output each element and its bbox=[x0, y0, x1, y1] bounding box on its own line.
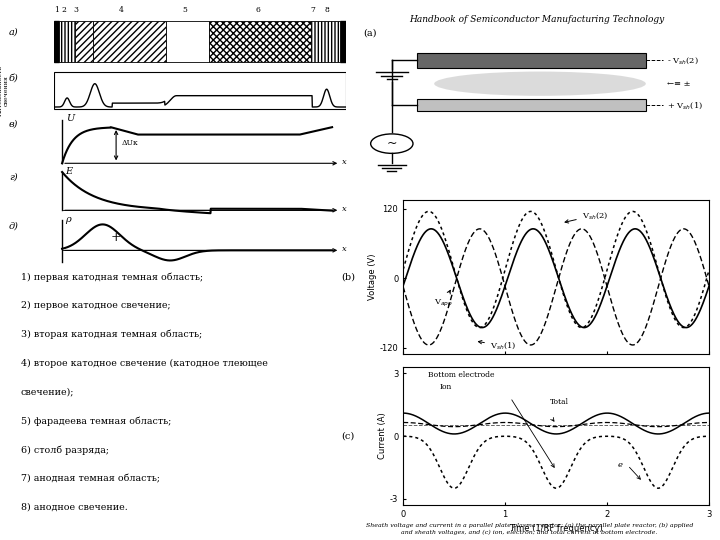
Ellipse shape bbox=[371, 134, 413, 153]
Text: 7) анодная темная область;: 7) анодная темная область; bbox=[21, 474, 160, 483]
Text: U: U bbox=[66, 114, 74, 124]
Text: - V$_{sh}$(2): - V$_{sh}$(2) bbox=[667, 55, 699, 66]
Text: ρ: ρ bbox=[65, 215, 71, 225]
Text: б): б) bbox=[8, 74, 18, 83]
X-axis label: Time (1/RF frequency): Time (1/RF frequency) bbox=[509, 524, 603, 534]
Bar bbox=[166, 22, 210, 62]
Bar bbox=[76, 22, 93, 62]
Text: 6) столб разряда;: 6) столб разряда; bbox=[21, 445, 109, 455]
Text: ~: ~ bbox=[387, 137, 397, 150]
Bar bbox=[312, 22, 341, 62]
Text: + V$_{sh}$(1): + V$_{sh}$(1) bbox=[667, 100, 703, 111]
Bar bbox=[93, 22, 166, 62]
Bar bbox=[59, 22, 76, 62]
Text: V$_{sh}$(1): V$_{sh}$(1) bbox=[478, 340, 516, 352]
Text: 5) фарадеева темная область;: 5) фарадеева темная область; bbox=[21, 416, 171, 426]
Text: 1: 1 bbox=[54, 5, 59, 14]
Text: V$_{sh}$(2): V$_{sh}$(2) bbox=[565, 210, 608, 223]
Text: 4) второе катодное свечение (катодное тлеющее: 4) второе катодное свечение (катодное тл… bbox=[21, 359, 268, 368]
Text: Интенсивность
свечения: Интенсивность свечения bbox=[0, 65, 9, 116]
Text: 3) вторая катодная темная область;: 3) вторая катодная темная область; bbox=[21, 330, 202, 340]
Ellipse shape bbox=[434, 71, 646, 96]
Text: 2) первое катодное свечение;: 2) первое катодное свечение; bbox=[21, 301, 171, 310]
Text: 6: 6 bbox=[256, 5, 261, 14]
Text: x: x bbox=[341, 205, 346, 213]
Text: 8: 8 bbox=[324, 5, 329, 14]
Text: 1) первая катодная темная область;: 1) первая катодная темная область; bbox=[21, 272, 203, 282]
Text: Sheath voltage and current in a parallel plate plasma reactor: (a) the parallel : Sheath voltage and current in a parallel… bbox=[366, 523, 693, 535]
Text: x: x bbox=[341, 158, 346, 166]
Text: Ion: Ion bbox=[440, 383, 452, 392]
Text: (a): (a) bbox=[364, 28, 377, 37]
Text: V$_{app}$: V$_{app}$ bbox=[434, 291, 453, 309]
Bar bbox=[341, 22, 346, 62]
Text: в): в) bbox=[9, 119, 18, 129]
Bar bbox=[54, 22, 59, 62]
Y-axis label: Current (A): Current (A) bbox=[378, 413, 387, 460]
Text: e: e bbox=[618, 461, 622, 469]
Text: г): г) bbox=[9, 172, 18, 181]
Y-axis label: Voltage (V): Voltage (V) bbox=[368, 253, 377, 300]
Bar bbox=[416, 99, 646, 111]
Text: 7: 7 bbox=[310, 5, 315, 14]
Text: свечение);: свечение); bbox=[21, 388, 74, 396]
Text: ←≡ ±: ←≡ ± bbox=[667, 80, 690, 87]
Text: 8) анодное свечение.: 8) анодное свечение. bbox=[21, 503, 127, 512]
Text: 3: 3 bbox=[73, 5, 78, 14]
Text: Total: Total bbox=[550, 399, 569, 407]
Text: д): д) bbox=[8, 221, 18, 230]
Text: +: + bbox=[111, 231, 122, 244]
Text: 2: 2 bbox=[62, 5, 67, 14]
Text: (c): (c) bbox=[341, 431, 355, 441]
Text: E: E bbox=[65, 167, 72, 176]
Text: а): а) bbox=[9, 27, 18, 36]
Text: 5: 5 bbox=[183, 5, 188, 14]
Bar bbox=[210, 22, 312, 62]
Text: x: x bbox=[341, 245, 346, 253]
Text: ΔUк: ΔUк bbox=[122, 139, 138, 147]
Text: Bottom electrode: Bottom electrode bbox=[428, 371, 494, 379]
Text: 4: 4 bbox=[119, 5, 124, 14]
Bar bbox=[416, 53, 646, 68]
Text: Handbook of Semiconductor Manufacturing Technology: Handbook of Semiconductor Manufacturing … bbox=[409, 15, 664, 24]
Text: (b): (b) bbox=[341, 272, 355, 281]
